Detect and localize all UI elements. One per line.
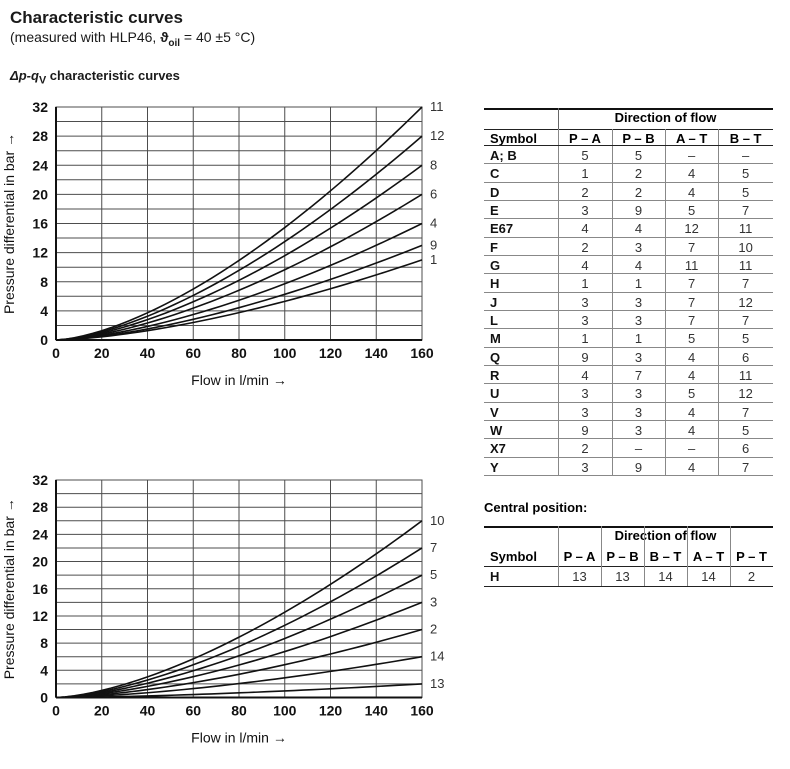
svg-text:20: 20 bbox=[94, 345, 110, 361]
svg-text:9: 9 bbox=[430, 237, 437, 252]
svg-text:160: 160 bbox=[410, 345, 434, 361]
svg-text:Pressure differential in bar →: Pressure differential in bar → bbox=[1, 498, 17, 679]
svg-text:Flow in l/min →: Flow in l/min → bbox=[191, 372, 287, 388]
svg-text:16: 16 bbox=[32, 216, 48, 232]
svg-text:8: 8 bbox=[40, 635, 48, 651]
svg-text:5: 5 bbox=[430, 567, 437, 582]
svg-text:4: 4 bbox=[40, 662, 48, 678]
svg-text:140: 140 bbox=[365, 703, 389, 719]
svg-text:2: 2 bbox=[430, 622, 437, 637]
svg-text:1: 1 bbox=[430, 252, 437, 267]
svg-text:4: 4 bbox=[40, 303, 48, 319]
svg-text:16: 16 bbox=[32, 581, 48, 597]
svg-text:120: 120 bbox=[319, 703, 343, 719]
svg-text:60: 60 bbox=[185, 345, 201, 361]
svg-text:100: 100 bbox=[273, 703, 297, 719]
svg-text:0: 0 bbox=[52, 703, 60, 719]
svg-text:10: 10 bbox=[430, 513, 444, 528]
svg-text:14: 14 bbox=[430, 649, 444, 664]
svg-text:0: 0 bbox=[52, 345, 60, 361]
svg-text:6: 6 bbox=[430, 186, 437, 201]
svg-text:0: 0 bbox=[40, 690, 48, 706]
svg-text:32: 32 bbox=[32, 472, 48, 488]
svg-text:100: 100 bbox=[273, 345, 297, 361]
svg-text:12: 12 bbox=[430, 128, 444, 143]
svg-text:40: 40 bbox=[140, 703, 156, 719]
svg-text:140: 140 bbox=[365, 345, 389, 361]
svg-text:20: 20 bbox=[94, 703, 110, 719]
svg-text:160: 160 bbox=[410, 703, 434, 719]
svg-text:60: 60 bbox=[185, 703, 201, 719]
svg-text:40: 40 bbox=[140, 345, 156, 361]
svg-text:80: 80 bbox=[231, 345, 247, 361]
svg-text:28: 28 bbox=[32, 499, 48, 515]
svg-text:11: 11 bbox=[430, 99, 444, 114]
svg-text:7: 7 bbox=[430, 540, 437, 555]
svg-text:0: 0 bbox=[40, 332, 48, 348]
svg-text:20: 20 bbox=[32, 554, 48, 570]
svg-text:8: 8 bbox=[40, 274, 48, 290]
svg-text:Flow in l/min →: Flow in l/min → bbox=[191, 730, 287, 746]
svg-text:Pressure differential in bar →: Pressure differential in bar → bbox=[1, 133, 17, 314]
svg-text:3: 3 bbox=[430, 594, 437, 609]
svg-text:24: 24 bbox=[32, 526, 48, 542]
svg-text:4: 4 bbox=[430, 216, 437, 231]
svg-text:28: 28 bbox=[32, 128, 48, 144]
svg-text:20: 20 bbox=[32, 186, 48, 202]
svg-text:12: 12 bbox=[32, 245, 48, 261]
svg-text:80: 80 bbox=[231, 703, 247, 719]
svg-text:24: 24 bbox=[32, 157, 48, 173]
svg-text:12: 12 bbox=[32, 608, 48, 624]
svg-text:120: 120 bbox=[319, 345, 343, 361]
svg-text:8: 8 bbox=[430, 157, 437, 172]
svg-text:13: 13 bbox=[430, 676, 444, 691]
svg-text:32: 32 bbox=[32, 99, 48, 115]
